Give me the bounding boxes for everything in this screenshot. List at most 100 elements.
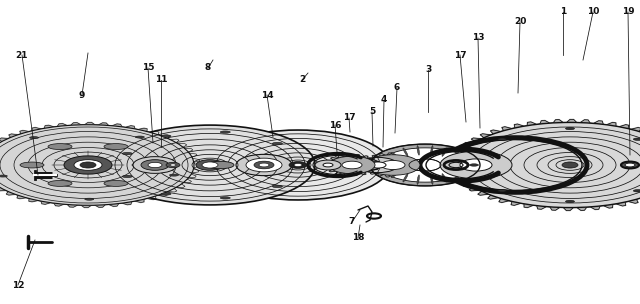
Ellipse shape	[161, 135, 171, 137]
Ellipse shape	[498, 138, 507, 140]
Ellipse shape	[451, 152, 459, 159]
Ellipse shape	[104, 181, 128, 186]
Text: 20: 20	[514, 18, 526, 26]
Text: 15: 15	[141, 64, 154, 72]
Text: 2: 2	[299, 75, 305, 85]
Text: 11: 11	[155, 75, 167, 85]
Ellipse shape	[470, 164, 479, 166]
Ellipse shape	[366, 155, 420, 175]
Ellipse shape	[289, 162, 307, 168]
Ellipse shape	[206, 130, 390, 200]
Ellipse shape	[170, 164, 176, 166]
Text: 5: 5	[369, 108, 375, 116]
Ellipse shape	[133, 157, 177, 173]
Ellipse shape	[370, 162, 386, 168]
Ellipse shape	[206, 161, 234, 169]
Text: 14: 14	[260, 91, 273, 99]
Text: 17: 17	[342, 113, 355, 123]
Ellipse shape	[381, 164, 391, 166]
Text: 19: 19	[621, 8, 634, 16]
Ellipse shape	[380, 148, 470, 182]
Ellipse shape	[417, 146, 419, 155]
Text: 10: 10	[587, 8, 599, 16]
Ellipse shape	[384, 168, 393, 172]
Ellipse shape	[20, 162, 44, 168]
Ellipse shape	[451, 171, 459, 178]
Ellipse shape	[323, 163, 333, 167]
Ellipse shape	[391, 171, 399, 178]
Ellipse shape	[442, 148, 447, 156]
Ellipse shape	[498, 190, 507, 192]
Ellipse shape	[417, 175, 419, 185]
Text: 4: 4	[381, 95, 387, 105]
Ellipse shape	[220, 131, 230, 133]
Ellipse shape	[105, 125, 315, 205]
Text: 1: 1	[560, 8, 566, 16]
Ellipse shape	[74, 160, 102, 170]
Polygon shape	[324, 154, 380, 176]
Text: 12: 12	[12, 281, 24, 289]
Ellipse shape	[409, 159, 441, 171]
Ellipse shape	[566, 200, 575, 203]
Ellipse shape	[391, 152, 399, 159]
Ellipse shape	[29, 136, 38, 139]
Text: 8: 8	[205, 64, 211, 72]
Ellipse shape	[562, 162, 578, 168]
Ellipse shape	[246, 158, 282, 172]
Ellipse shape	[0, 125, 194, 205]
Polygon shape	[0, 123, 200, 208]
Ellipse shape	[161, 193, 171, 195]
Ellipse shape	[634, 190, 640, 192]
Ellipse shape	[80, 162, 96, 168]
Ellipse shape	[64, 156, 112, 174]
Ellipse shape	[460, 164, 469, 166]
Polygon shape	[450, 119, 640, 211]
Ellipse shape	[381, 161, 405, 170]
Ellipse shape	[621, 162, 639, 168]
Ellipse shape	[460, 159, 492, 171]
Ellipse shape	[315, 160, 341, 170]
Ellipse shape	[370, 144, 480, 186]
Ellipse shape	[236, 154, 292, 176]
Ellipse shape	[625, 163, 635, 167]
Ellipse shape	[358, 157, 398, 173]
Ellipse shape	[122, 152, 132, 155]
Ellipse shape	[170, 174, 179, 176]
Ellipse shape	[259, 163, 269, 167]
Ellipse shape	[48, 181, 72, 186]
Ellipse shape	[48, 143, 72, 150]
Ellipse shape	[392, 153, 458, 178]
Ellipse shape	[440, 151, 512, 179]
Text: 18: 18	[352, 233, 364, 243]
Text: 13: 13	[472, 33, 484, 43]
Ellipse shape	[84, 198, 94, 200]
Ellipse shape	[273, 142, 282, 145]
Ellipse shape	[457, 168, 467, 172]
Text: 17: 17	[454, 50, 467, 60]
Ellipse shape	[293, 164, 303, 166]
Ellipse shape	[349, 159, 381, 171]
Ellipse shape	[431, 175, 433, 185]
Ellipse shape	[273, 185, 282, 188]
Ellipse shape	[566, 127, 575, 130]
Ellipse shape	[254, 161, 274, 169]
Ellipse shape	[358, 162, 372, 168]
Ellipse shape	[132, 162, 156, 168]
Ellipse shape	[342, 161, 362, 169]
Text: 6: 6	[394, 84, 400, 92]
Ellipse shape	[122, 175, 132, 178]
Polygon shape	[361, 153, 425, 177]
Ellipse shape	[196, 160, 224, 170]
Ellipse shape	[220, 197, 230, 199]
Ellipse shape	[458, 123, 640, 208]
Text: 3: 3	[425, 65, 431, 74]
Ellipse shape	[136, 136, 145, 138]
Text: 7: 7	[349, 217, 355, 226]
Ellipse shape	[634, 138, 640, 140]
Ellipse shape	[384, 158, 393, 162]
Ellipse shape	[141, 160, 169, 170]
Ellipse shape	[202, 162, 218, 168]
Ellipse shape	[104, 143, 128, 150]
Text: 16: 16	[329, 120, 341, 130]
Ellipse shape	[457, 158, 467, 162]
